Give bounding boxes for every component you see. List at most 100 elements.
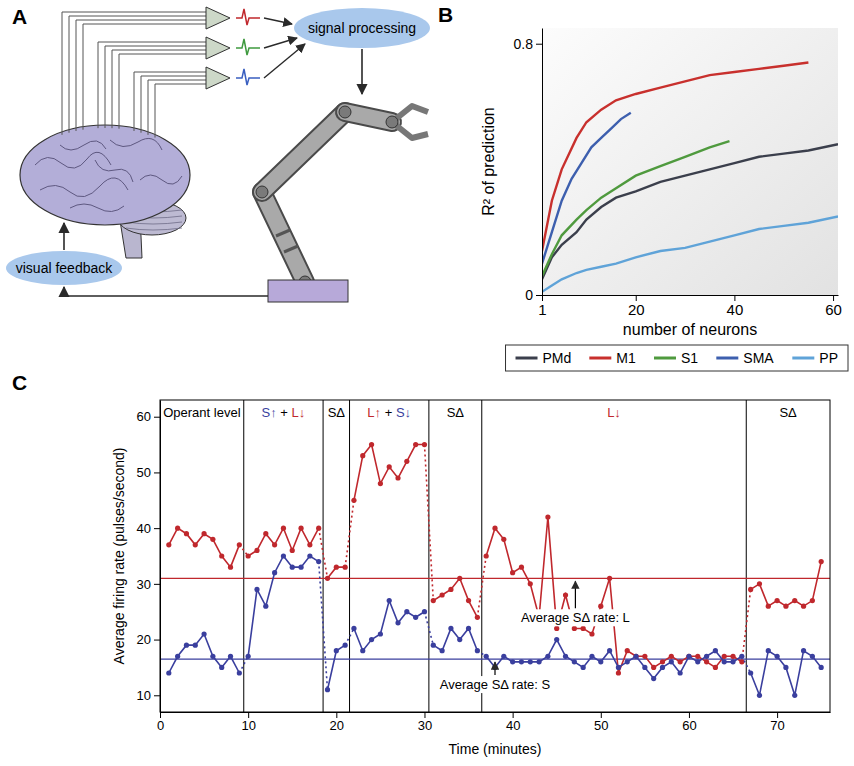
label-patch: [518, 609, 633, 626]
series-point: [307, 542, 312, 547]
y-axis-tick-mark: [154, 584, 160, 585]
series-line: [433, 628, 477, 650]
y-axis-tick-label: 0.8: [514, 36, 534, 52]
reference-line: [160, 578, 830, 579]
series-point: [307, 553, 312, 558]
series-connector: [742, 589, 751, 661]
series-point: [510, 659, 515, 664]
brain-gyrus: [60, 141, 106, 150]
legend-swatch: [792, 357, 814, 360]
x-axis-tick-label: 70: [770, 718, 784, 733]
series-point: [713, 648, 718, 653]
arm-segment: [262, 192, 305, 282]
series-connector: [345, 500, 354, 567]
series-connector: [319, 528, 328, 578]
legend-box: [506, 345, 848, 371]
series-connector: [239, 656, 248, 673]
series-point: [448, 587, 453, 592]
epoch-label-part: S↓: [396, 405, 411, 420]
legend-swatch: [716, 357, 738, 360]
arm-strut: [284, 246, 298, 252]
electrode-wire: [141, 76, 206, 133]
series-point: [554, 626, 559, 631]
series-point: [351, 626, 356, 631]
series-line: [354, 445, 425, 501]
control-arrow: [361, 49, 363, 94]
y-axis-tick-label: 20: [137, 632, 151, 647]
series-point: [589, 654, 594, 659]
series-point: [219, 553, 224, 558]
series-point: [457, 637, 462, 642]
series-point: [422, 442, 427, 447]
x-axis-tick: 0: [157, 712, 164, 733]
epoch-label-part: S↑: [262, 405, 277, 420]
series-point: [404, 459, 409, 464]
chart-panel: 010203040506070102030405060Operant level…: [12, 371, 831, 757]
brain-gyrus: [110, 138, 162, 150]
epoch-label: SΔ: [447, 405, 465, 420]
chart-panel: 120406000.8number of neuronsR² of predic…: [438, 3, 848, 371]
x-axis-tick-mark: [689, 712, 690, 718]
series-point: [528, 659, 533, 664]
signal-arrow: [264, 18, 292, 24]
arm-outline: [262, 112, 345, 192]
series-point: [704, 654, 709, 659]
series-point: [625, 648, 630, 653]
series-point: [272, 570, 277, 575]
legend-item: PP: [792, 350, 838, 366]
series-line: [248, 528, 319, 556]
x-axis-line: [543, 295, 839, 296]
x-axis-tick-mark: [601, 712, 602, 718]
x-axis-tick: 20: [330, 712, 344, 733]
epoch-label-part: +: [277, 405, 292, 420]
series-point: [298, 526, 303, 531]
brain: [20, 125, 190, 225]
x-axis-tick-label: 1: [538, 301, 546, 318]
series-connector: [319, 562, 328, 690]
series-point: [783, 665, 788, 670]
series-point: [404, 609, 409, 614]
series-point: [166, 670, 171, 675]
series-point: [775, 598, 780, 603]
series-connector: [424, 612, 433, 645]
series-point: [193, 542, 198, 547]
series-point: [616, 665, 621, 670]
series-line: [354, 601, 425, 651]
y-axis-tick: 40: [137, 521, 160, 536]
series-point: [298, 565, 303, 570]
series-point: [730, 659, 735, 664]
process-label: signal processing: [308, 20, 416, 36]
y-axis-tick: 50: [137, 465, 160, 480]
series-line: [542, 216, 838, 291]
series-point: [440, 592, 445, 597]
legend-item: SMA: [716, 350, 774, 366]
series-point: [263, 604, 268, 609]
legend-label: M1: [616, 350, 636, 366]
x-axis-tick-label: 30: [418, 718, 432, 733]
arm-segment: [345, 112, 392, 122]
x-axis-tick-label: 50: [594, 718, 608, 733]
series-point: [210, 654, 215, 659]
series-point: [369, 442, 374, 447]
y-axis-tick-label: 0: [525, 287, 533, 303]
amplifier: [206, 67, 230, 89]
series-point: [607, 648, 612, 653]
series-point: [448, 626, 453, 631]
x-axis-tick: 20: [628, 295, 645, 318]
series-point: [554, 637, 559, 642]
series-point: [678, 670, 683, 675]
x-axis-tick-label: 60: [825, 301, 842, 318]
series-point: [651, 676, 656, 681]
epoch-label-part: L↓: [292, 405, 306, 420]
series-point: [730, 654, 735, 659]
series-point: [810, 598, 815, 603]
y-axis-title: Average firing rate (pulses/second): [111, 448, 127, 665]
series-point: [783, 604, 788, 609]
series-point: [704, 659, 709, 664]
series-point: [201, 631, 206, 636]
series-point: [766, 604, 771, 609]
series-point: [545, 654, 550, 659]
series-point: [739, 659, 744, 664]
epoch-label: SΔ: [328, 405, 346, 420]
epoch-divider: [243, 400, 244, 712]
